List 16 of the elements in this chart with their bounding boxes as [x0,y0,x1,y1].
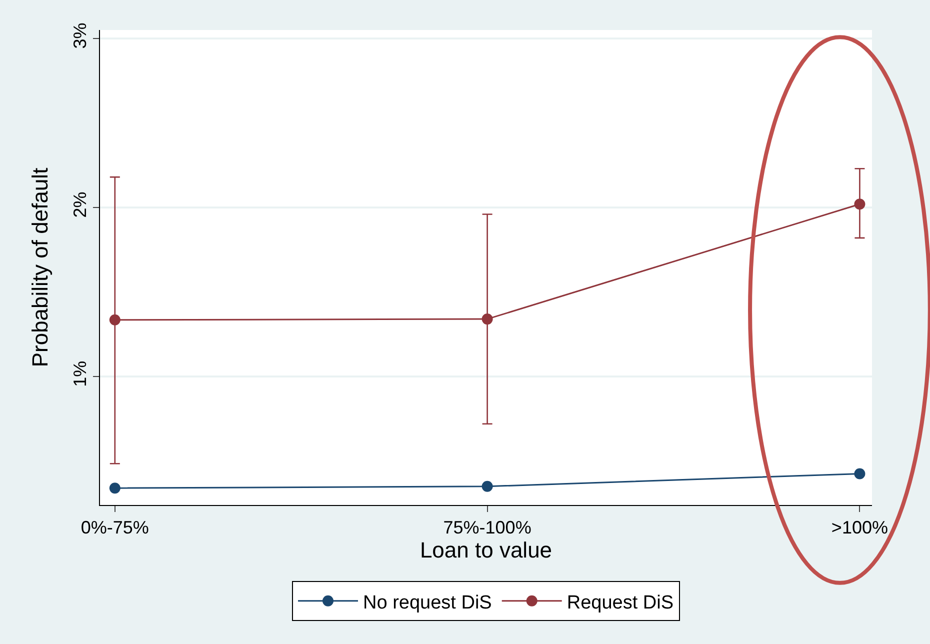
legend-label: Request DiS [566,592,674,614]
point [854,468,866,480]
x-tick-label: 75%-100% [443,518,532,538]
point [854,198,866,210]
y-tick-label: 3% [70,22,90,49]
point [482,314,493,325]
x-tick-label: 0%-75% [80,518,149,538]
y-tick-label: 1% [70,360,90,387]
point [109,482,120,494]
point [482,480,493,492]
y-tick-label: 2% [70,192,90,218]
x-tick-label: >100% [831,518,888,538]
point [109,314,120,326]
legend-label: No request DiS [363,592,492,614]
x-axis-title: Loan to value [420,538,552,563]
y-axis-title: Probability of default [28,168,53,368]
